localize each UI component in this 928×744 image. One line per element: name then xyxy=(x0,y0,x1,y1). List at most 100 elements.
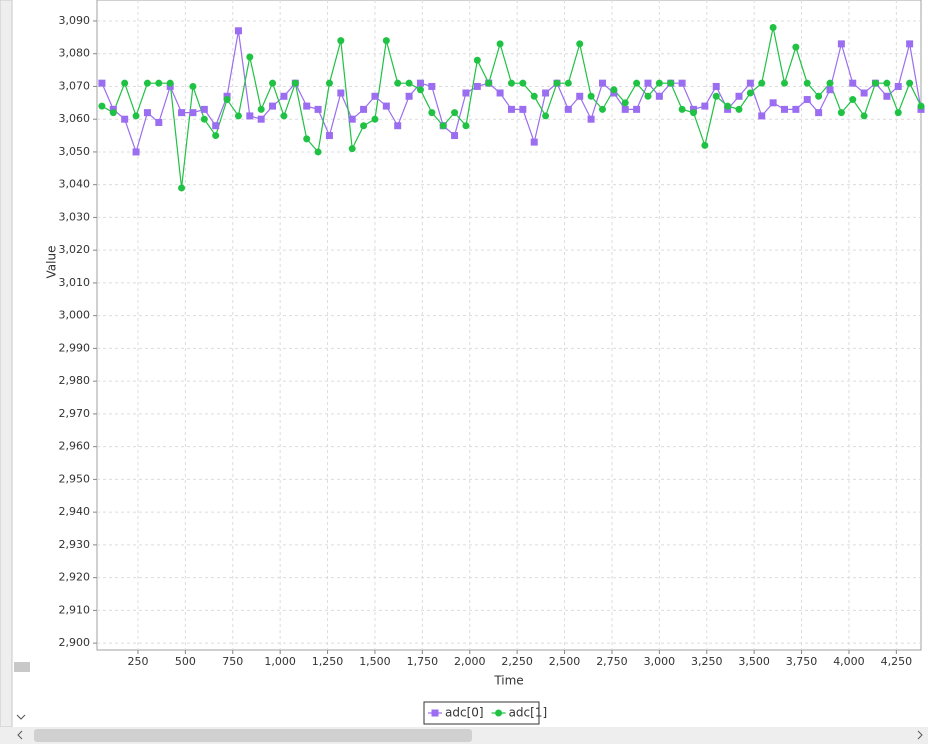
data-point xyxy=(678,105,686,113)
side-panel xyxy=(0,0,13,728)
data-point xyxy=(166,79,174,87)
data-point xyxy=(917,102,925,110)
scroll-thumb[interactable] xyxy=(34,729,472,742)
data-point xyxy=(462,89,470,97)
data-point xyxy=(792,105,800,113)
data-point xyxy=(132,148,140,156)
data-point xyxy=(314,148,322,156)
data-point xyxy=(735,92,743,100)
x-tick-label: 3,250 xyxy=(691,655,723,668)
data-point xyxy=(883,79,891,87)
x-tick-label: 2,250 xyxy=(501,655,533,668)
data-point xyxy=(178,109,186,117)
splitter-handle[interactable] xyxy=(14,662,30,672)
data-point xyxy=(257,115,265,123)
data-point xyxy=(337,89,345,97)
data-point xyxy=(849,96,857,104)
x-tick-label: 2,750 xyxy=(596,655,628,668)
data-point xyxy=(815,109,823,117)
data-point xyxy=(883,92,891,100)
data-point xyxy=(598,105,606,113)
data-point xyxy=(701,141,709,149)
legend-items: adc[0] adc[1] xyxy=(428,706,547,720)
data-point xyxy=(451,132,459,140)
x-tick-label: 4,000 xyxy=(833,655,865,668)
data-point xyxy=(826,86,834,94)
x-tick-label: 3,000 xyxy=(644,655,676,668)
data-point xyxy=(234,112,242,120)
data-point xyxy=(860,112,868,120)
y-tick-label: 2,960 xyxy=(59,440,91,453)
data-point xyxy=(530,138,538,146)
data-point xyxy=(269,79,277,87)
data-point xyxy=(280,112,288,120)
data-point xyxy=(655,92,663,100)
data-point xyxy=(587,92,595,100)
data-point xyxy=(178,184,186,192)
data-point xyxy=(633,105,641,113)
data-point xyxy=(644,92,652,100)
y-tick-label: 2,980 xyxy=(59,374,91,387)
data-point xyxy=(155,118,163,126)
y-tick-label: 2,940 xyxy=(59,505,91,518)
data-point xyxy=(234,27,242,35)
y-tick-label: 3,040 xyxy=(59,178,91,191)
data-point xyxy=(371,92,379,100)
data-point xyxy=(121,115,129,123)
collapse-arrow[interactable] xyxy=(16,714,26,720)
data-point xyxy=(519,105,527,113)
scroll-right[interactable] xyxy=(917,730,923,740)
data-point xyxy=(246,112,254,120)
data-point xyxy=(689,109,697,117)
data-point xyxy=(746,79,754,87)
data-point xyxy=(348,145,356,153)
plot-area xyxy=(96,0,922,651)
y-tick-label: 3,050 xyxy=(59,145,91,158)
data-point xyxy=(280,92,288,100)
y-tick-label: 3,020 xyxy=(59,243,91,256)
data-point xyxy=(712,82,720,90)
data-point xyxy=(621,99,629,107)
data-point xyxy=(564,105,572,113)
data-point xyxy=(564,79,572,87)
data-point xyxy=(860,89,868,97)
data-point xyxy=(530,92,538,100)
data-point xyxy=(906,79,914,87)
data-point xyxy=(200,105,208,113)
data-point xyxy=(473,82,481,90)
data-point xyxy=(348,115,356,123)
legend xyxy=(423,701,540,725)
data-point xyxy=(780,79,788,87)
y-tick-label: 2,950 xyxy=(59,472,91,485)
x-tick-label: 250 xyxy=(127,655,148,668)
data-point xyxy=(826,79,834,87)
data-point xyxy=(553,79,561,87)
data-point xyxy=(871,79,879,87)
data-point xyxy=(837,40,845,48)
data-point xyxy=(803,79,811,87)
data-point xyxy=(815,92,823,100)
data-point xyxy=(792,43,800,51)
scroll-left[interactable] xyxy=(17,730,23,740)
x-tick-label: 3,500 xyxy=(738,655,770,668)
y-tick-label: 3,000 xyxy=(59,309,91,322)
data-point xyxy=(303,102,311,110)
data-point xyxy=(803,96,811,104)
x-tick-label: 2,500 xyxy=(549,655,581,668)
data-point xyxy=(405,92,413,100)
x-tick-label: 1,500 xyxy=(359,655,391,668)
data-point xyxy=(451,109,459,117)
data-point xyxy=(837,109,845,117)
data-point xyxy=(360,105,368,113)
data-point xyxy=(496,89,504,97)
x-tick-label: 3,750 xyxy=(786,655,818,668)
data-point xyxy=(758,112,766,120)
data-point xyxy=(98,79,106,87)
x-tick-label: 4,250 xyxy=(881,655,913,668)
data-point xyxy=(598,79,606,87)
data-point xyxy=(405,79,413,87)
data-point xyxy=(337,37,345,45)
data-point xyxy=(667,79,675,87)
